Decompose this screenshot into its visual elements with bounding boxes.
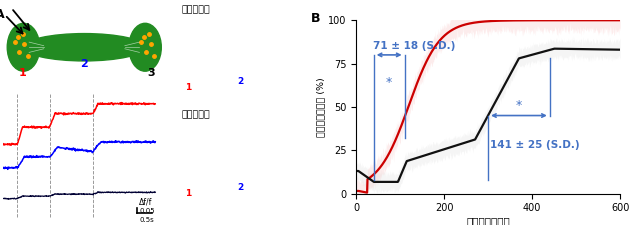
Y-axis label: 蛍光強度変化率 (%): 蛍光強度変化率 (%) bbox=[316, 77, 325, 137]
Ellipse shape bbox=[24, 34, 145, 61]
Text: 電気刺激後: 電気刺激後 bbox=[181, 110, 210, 119]
Text: *: * bbox=[516, 99, 522, 112]
Circle shape bbox=[293, 169, 321, 187]
Text: 1: 1 bbox=[185, 189, 191, 198]
Ellipse shape bbox=[129, 23, 162, 71]
Ellipse shape bbox=[7, 23, 39, 71]
Text: 2: 2 bbox=[237, 182, 243, 191]
Text: Δf/f: Δf/f bbox=[139, 198, 153, 207]
Text: 2: 2 bbox=[237, 77, 243, 86]
Text: 電気刺激前: 電気刺激前 bbox=[181, 5, 210, 14]
Text: B: B bbox=[311, 11, 321, 25]
Text: 1: 1 bbox=[185, 83, 191, 92]
Text: 3: 3 bbox=[291, 157, 297, 166]
Circle shape bbox=[183, 49, 198, 58]
Circle shape bbox=[174, 43, 207, 64]
Text: 3: 3 bbox=[147, 68, 155, 78]
Circle shape bbox=[179, 152, 203, 166]
Circle shape bbox=[297, 66, 317, 78]
Circle shape bbox=[183, 154, 198, 164]
Circle shape bbox=[297, 172, 317, 184]
Text: 71 ± 18 (S.D.): 71 ± 18 (S.D.) bbox=[373, 41, 455, 52]
Circle shape bbox=[301, 174, 314, 182]
Text: 0.5s: 0.5s bbox=[139, 217, 154, 223]
Text: 1: 1 bbox=[19, 68, 27, 78]
Text: 0.05: 0.05 bbox=[139, 208, 155, 214]
Circle shape bbox=[293, 64, 321, 81]
Text: 3: 3 bbox=[291, 51, 297, 60]
Text: 2: 2 bbox=[80, 59, 88, 69]
Text: *: * bbox=[386, 76, 392, 89]
Circle shape bbox=[301, 68, 314, 76]
X-axis label: 時間（ミリ秒）: 時間（ミリ秒） bbox=[466, 216, 510, 225]
Circle shape bbox=[174, 149, 207, 169]
Text: A: A bbox=[0, 8, 4, 21]
Text: 141 ± 25 (S.D.): 141 ± 25 (S.D.) bbox=[490, 140, 580, 150]
Circle shape bbox=[179, 46, 203, 61]
